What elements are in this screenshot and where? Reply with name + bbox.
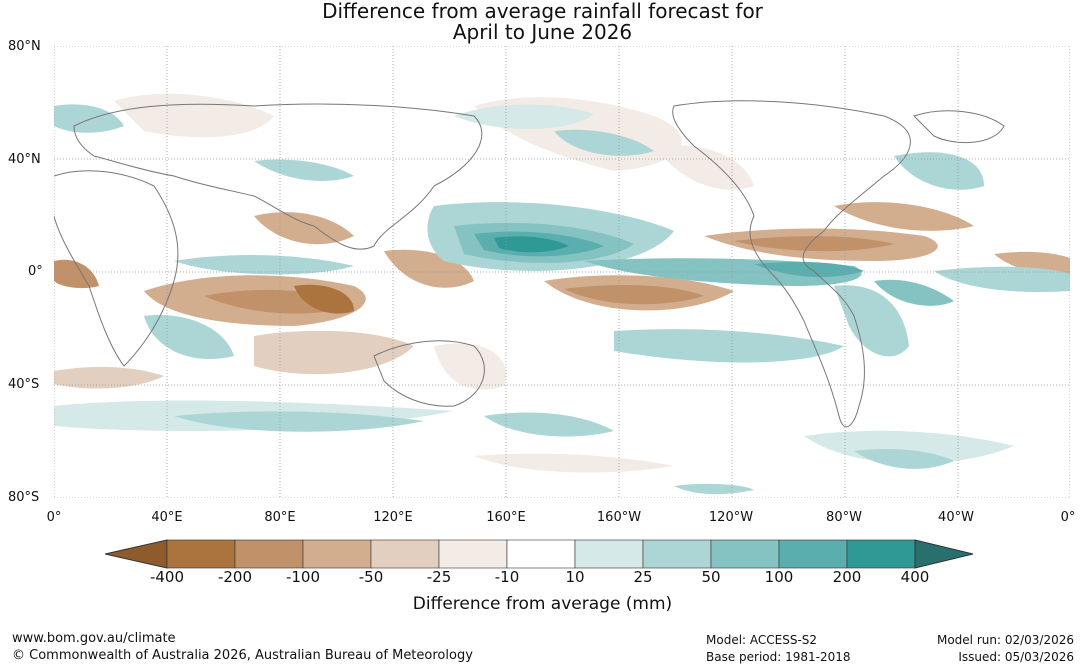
colorbar-tick-label: -10 [494, 568, 520, 586]
colorbar-swatch [642, 539, 712, 569]
lat-label-40s: 40°S [8, 377, 40, 392]
map-title-line-1: Difference from average rainfall forecas… [322, 0, 763, 23]
colorbar-swatch [846, 539, 916, 569]
colorbar-swatch [778, 539, 848, 569]
colorbar-swatch [506, 539, 576, 569]
footer-url: www.bom.gov.au/climate [12, 631, 176, 646]
colorbar-swatch [370, 539, 440, 569]
colorbar-arrow-low [105, 539, 168, 569]
lon-label-160w: 160°W [596, 510, 642, 525]
colorbar-tick-label: -50 [358, 568, 384, 586]
lon-label-80e: 80°E [264, 510, 296, 525]
footer-copyright: © Commonwealth of Australia 2026, Austra… [12, 648, 473, 663]
colorbar-swatch [574, 539, 644, 569]
lon-label-160e: 160°E [486, 510, 526, 525]
colorbar-tick-label: -100 [285, 568, 321, 586]
lat-label-equator: 0° [28, 264, 43, 279]
colorbar-tick-label: 50 [701, 568, 721, 586]
lon-label-80w: 80°W [826, 510, 862, 525]
colorbar [105, 539, 974, 569]
positive-anomaly-regions [54, 104, 1070, 495]
colorbar-tick-label: -200 [217, 568, 253, 586]
colorbar-tick-label: -400 [149, 568, 185, 586]
colorbar-tick-label: 400 [900, 568, 930, 586]
colorbar-tick-label: 100 [764, 568, 794, 586]
colorbar-tick-label: 25 [633, 568, 653, 586]
colorbar-tick-label: 200 [832, 568, 862, 586]
lon-label-120e: 120°E [373, 510, 413, 525]
lon-label-0: 0° [46, 510, 62, 525]
colorbar-swatch [438, 539, 508, 569]
lon-label-40w: 40°W [938, 510, 974, 525]
colorbar-swatch [710, 539, 780, 569]
map-title-line-2: April to June 2026 [452, 20, 633, 44]
lon-label-40e: 40°E [151, 510, 183, 525]
lat-label-40n: 40°N [8, 152, 41, 167]
rainfall-anomaly-map [54, 46, 1070, 498]
colorbar-tick-label: 10 [565, 568, 585, 586]
lon-label-0-end: 0° [1060, 510, 1076, 525]
coastlines [54, 100, 1005, 428]
lat-label-80s: 80°S [8, 490, 40, 505]
lon-label-120w: 120°W [708, 510, 754, 525]
footer-issued: Issued: 05/03/2026 [958, 650, 1074, 664]
graticule [54, 46, 1070, 498]
colorbar-swatch [302, 539, 372, 569]
footer-model-run: Model run: 02/03/2026 [936, 633, 1074, 647]
lat-label-80n: 80°N [8, 39, 41, 54]
colorbar-arrow-high [914, 539, 974, 569]
footer-base-period: Base period: 1981-2018 [706, 650, 851, 664]
colorbar-swatch [166, 539, 236, 569]
footer-model: Model: ACCESS-S2 [706, 633, 818, 647]
colorbar-swatch [234, 539, 304, 569]
colorbar-tick-label: -25 [426, 568, 452, 586]
colorbar-label: Difference from average (mm) [412, 594, 673, 614]
